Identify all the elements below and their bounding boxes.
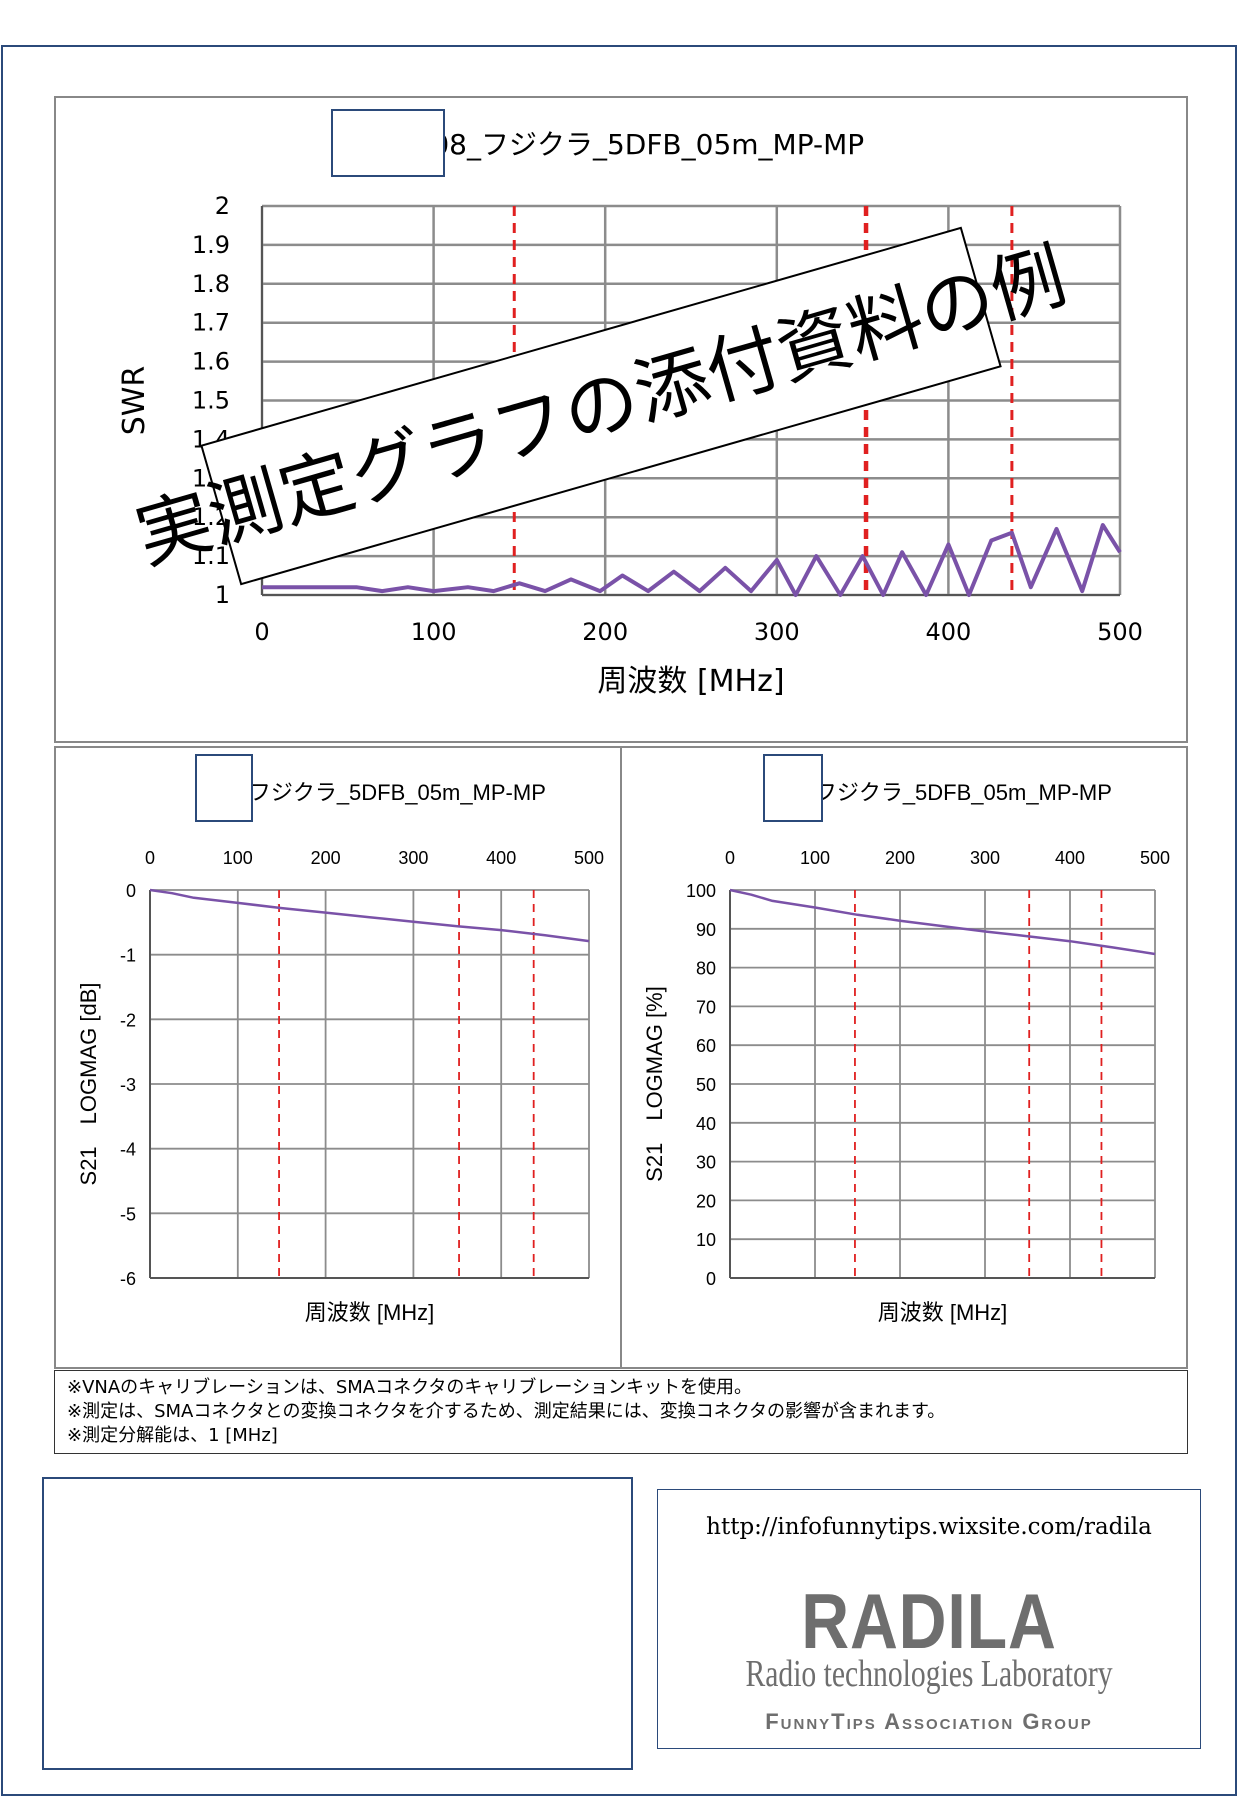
- chart-title-suffix: _フジクラ_5DFB_05m_MP-MP: [802, 780, 1112, 805]
- y-tick-label: -4: [120, 1140, 136, 1160]
- series-line: [729, 888, 1156, 956]
- y-tick-label: 1.5: [192, 387, 230, 415]
- series-line: [149, 888, 590, 943]
- blank-info-box: [42, 1477, 633, 1770]
- x-tick-label: 400: [486, 848, 516, 868]
- group-name: FunnyTips Association Group: [765, 1709, 1093, 1734]
- s21-db-chart-panel: #0_フジクラ_5DFB_05m_MP-MP 0 -1 -2 -3 -4 -5 -6 0 100 2…: [54, 746, 622, 1369]
- x-tick-label: 200: [582, 618, 628, 646]
- y-tick-label: 2: [215, 192, 230, 220]
- y-axis-label: S21 LOGMAG [%]: [642, 986, 667, 1182]
- y-tick-label: 0: [126, 881, 136, 901]
- chart-title: #0_フジクラ_5DFB_05m_MP-MP: [212, 780, 546, 805]
- sample-stamp: 実測定グラフの添付資料の例: [127, 226, 1075, 586]
- gridlines: [729, 889, 1156, 1279]
- x-tick-label: 200: [311, 848, 341, 868]
- y-tick-label: -1: [120, 946, 136, 966]
- x-axis-label: 周波数 [MHz]: [305, 1300, 435, 1325]
- x-tick-label: 500: [574, 848, 604, 868]
- x-tick-label: 0: [254, 618, 269, 646]
- y-axis-label: SWR: [117, 366, 152, 436]
- gridlines: [149, 889, 590, 1279]
- swr-chart: #08_フジクラ_5DFB_05m_MP-MP11.11.21.31.41.51…: [117, 109, 1143, 699]
- s21-db-chart: #0_フジクラ_5DFB_05m_MP-MP 0 -1 -2 -3 -4 -5 -6 0 100 2…: [76, 754, 604, 1325]
- y-tick-label: 1.1: [192, 542, 230, 570]
- x-tick-label: 300: [754, 618, 800, 646]
- redaction-box: [331, 109, 445, 177]
- x-tick-label: 400: [1055, 848, 1085, 868]
- page-frame: [1, 45, 1237, 1796]
- chart-title: #08_フジクラ_5DFB_05m_MP-MP: [408, 128, 864, 161]
- note-line: ※測定分解能は、1 [MHz]: [67, 1425, 278, 1446]
- stamp-box: [200, 226, 1002, 586]
- logo-box: http://infofunnytips.wixsite.com/radila …: [657, 1489, 1201, 1749]
- x-axis-label: 周波数 [MHz]: [878, 1300, 1008, 1325]
- y-tick-label: 1.7: [192, 309, 230, 337]
- x-tick-label: 100: [223, 848, 253, 868]
- x-tick-label: 200: [885, 848, 915, 868]
- stamp-text: 実測定グラフの添付資料の例: [127, 233, 1075, 581]
- y-tick-label: 0: [706, 1269, 716, 1289]
- y-tick-label: 1.9: [192, 231, 230, 259]
- x-tick-label: 0: [725, 848, 735, 868]
- x-tick-label: 300: [970, 848, 1000, 868]
- chart-title: #0_フジクラ_5DFB_05m_MP-MP: [778, 780, 1112, 805]
- x-axis-label: 周波数 [MHz]: [597, 664, 784, 699]
- y-tick-label: -5: [120, 1204, 136, 1224]
- x-tick-label: 400: [925, 618, 971, 646]
- s21-percent-chart-panel: #0_フジクラ_5DFB_05m_MP-MP 0 10 20 30 40 50 60 70 80 9…: [620, 746, 1188, 1369]
- note-line: ※VNAのキャリブレーションは、SMAコネクタのキャリブレーションキットを使用。: [67, 1377, 752, 1398]
- y-tick-label: 40: [696, 1114, 716, 1134]
- x-tick-label: 300: [398, 848, 428, 868]
- y-tick-label: 10: [696, 1230, 716, 1250]
- website-url[interactable]: http://infofunnytips.wixsite.com/radila: [706, 1514, 1152, 1540]
- x-tick-label: 100: [411, 618, 457, 646]
- y-tick-label: 20: [696, 1191, 716, 1211]
- x-tick-label: 100: [800, 848, 830, 868]
- y-tick-label: 1.8: [192, 270, 230, 298]
- y-axis-label: S21 LOGMAG [dB]: [76, 983, 101, 1186]
- y-tick-label: -6: [120, 1269, 136, 1289]
- note-line: ※測定は、SMAコネクタとの変換コネクタを介するため、測定結果には、変換コネクタ…: [67, 1401, 946, 1422]
- y-tick-label: 1.6: [192, 348, 230, 376]
- x-tick-label: 0: [145, 848, 155, 868]
- y-tick-label: 30: [696, 1153, 716, 1173]
- chart-title-suffix: 8_フジクラ_5DFB_05m_MP-MP: [449, 128, 864, 161]
- y-tick-label: 60: [696, 1036, 716, 1056]
- redaction-box: [763, 754, 823, 822]
- y-tick-label: 90: [696, 920, 716, 940]
- y-tick-label: 80: [696, 959, 716, 979]
- x-tick-label: 500: [1140, 848, 1170, 868]
- s21-percent-chart: #0_フジクラ_5DFB_05m_MP-MP 0 10 20 30 40 50 60 70 80 9…: [642, 754, 1170, 1325]
- radila-logo-subtitle: Radio technologies Laboratory: [745, 1653, 1113, 1695]
- y-tick-label: 70: [696, 997, 716, 1017]
- chart-title-suffix: _フジクラ_5DFB_05m_MP-MP: [236, 780, 546, 805]
- redaction-box: [195, 754, 253, 822]
- y-tick-label: -3: [120, 1075, 136, 1095]
- y-tick-label: 1: [215, 581, 230, 609]
- swr-chart-panel: #08_フジクラ_5DFB_05m_MP-MP11.11.21.31.41.51…: [54, 96, 1188, 743]
- measurement-notes: ※VNAのキャリブレーションは、SMAコネクタのキャリブレーションキットを使用。…: [54, 1370, 1188, 1454]
- y-tick-label: 50: [696, 1075, 716, 1095]
- radila-logo-text: RADILA: [801, 1577, 1057, 1665]
- x-tick-label: 500: [1097, 618, 1143, 646]
- y-tick-label: 100: [686, 881, 716, 901]
- y-tick-label: -2: [120, 1010, 136, 1030]
